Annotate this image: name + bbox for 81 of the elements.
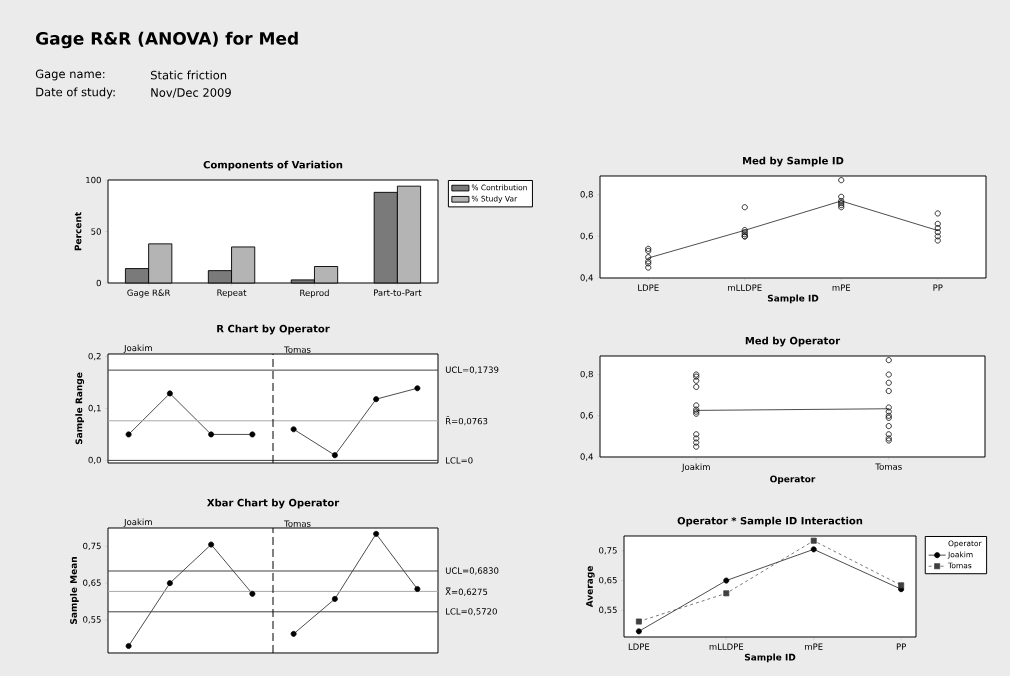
y-tick-label: 0,8	[580, 370, 593, 379]
text: Gage R&R (ANOVA) for Med	[36, 31, 298, 49]
y-tick-label: 0,75	[599, 547, 617, 555]
x-axis-title: Sample ID	[767, 294, 819, 304]
x-tick-label: PP	[933, 284, 943, 291]
y-tick-label: 0,55	[599, 606, 617, 614]
text: Date of study:	[36, 87, 115, 99]
chart-title: Med by Operator	[745, 336, 841, 347]
text: Static friction	[150, 70, 227, 80]
y-tick-label: 0,0	[88, 456, 101, 465]
y-tick-label: 0,65	[83, 579, 101, 587]
point	[898, 582, 905, 589]
text: Joakim	[123, 344, 152, 353]
text: Tomas	[284, 346, 311, 353]
point	[208, 541, 215, 548]
y-tick-label: 0,55	[83, 616, 101, 624]
point	[373, 530, 380, 537]
chart-title: Med by Sample ID	[743, 156, 844, 167]
point	[125, 431, 132, 438]
point	[331, 595, 338, 602]
point	[414, 385, 421, 392]
point	[723, 590, 730, 597]
x-tick-label: mLLDPE	[728, 284, 762, 291]
y-tick-label: 0,4	[580, 274, 593, 282]
point	[810, 546, 817, 553]
point	[414, 586, 421, 592]
y-axis-title: Sample Mean	[69, 557, 79, 624]
x-tick-label: Repeat	[217, 289, 247, 298]
text: Tomas	[284, 520, 311, 527]
y-tick-label: 0,6	[580, 232, 593, 240]
point	[249, 431, 256, 438]
x-tick-label: mPE	[805, 643, 823, 650]
ref-line-label: UCL=0,1739	[445, 366, 499, 374]
point	[290, 630, 297, 637]
x-tick-label: Reprod	[300, 289, 329, 298]
point	[373, 396, 380, 403]
x-tick-label: LDPE	[638, 284, 659, 291]
text: Joakim	[123, 518, 152, 527]
y-tick-label: 0,2	[88, 352, 101, 361]
point	[249, 590, 256, 597]
y-axis-title: Percent	[74, 212, 82, 251]
ref-line-label: LCL=0	[446, 457, 473, 464]
x-tick-label: PP	[896, 643, 906, 650]
x-tick-label: Part-to-Part	[374, 289, 422, 296]
y-tick-label: 0,6	[580, 412, 593, 420]
chart-title: Operator * Sample ID Interaction	[677, 516, 863, 527]
text: Nov/Dec 2009	[151, 88, 231, 98]
text: Gage name:	[35, 69, 105, 81]
point	[723, 577, 730, 584]
x-tick-label: mLLDPE	[709, 643, 744, 650]
point	[810, 537, 817, 544]
y-tick-label: 0,1	[88, 404, 101, 413]
y-axis-title: Average	[586, 566, 595, 608]
point	[635, 618, 642, 625]
point	[635, 628, 642, 635]
chart-title: Components of Variation	[203, 160, 343, 171]
y-tick-label: 50	[91, 228, 101, 235]
point	[290, 426, 297, 433]
y-tick-label: 0	[96, 279, 101, 287]
y-tick-label: 0,65	[599, 576, 617, 585]
ref-line-label: R̄=0,0763	[446, 416, 488, 426]
point	[208, 431, 215, 438]
ref-line-label: X̿=0,6275	[445, 586, 488, 596]
x-tick-label: mPE	[832, 284, 851, 291]
point	[125, 643, 132, 649]
point	[331, 452, 338, 459]
x-axis-title: Sample ID	[744, 653, 796, 663]
x-tick-label: LDPE	[628, 643, 650, 650]
y-tick-label: 0,75	[83, 542, 101, 551]
y-tick-label: 0,8	[580, 191, 593, 199]
chart-title: Xbar Chart by Operator	[207, 498, 340, 509]
ref-line-label: LCL=0,5720	[446, 608, 497, 616]
y-axis-title: Sample Range	[75, 372, 85, 445]
x-axis-title: Operator	[770, 475, 816, 485]
point	[166, 580, 173, 587]
y-tick-label: 100	[86, 176, 101, 184]
point	[166, 390, 173, 397]
ref-line-label: UCL=0,6830	[445, 567, 499, 575]
chart-title: R Chart by Operator	[217, 324, 330, 335]
x-tick-label: Gage R&R	[127, 289, 171, 298]
y-tick-label: 0,4	[580, 453, 593, 461]
